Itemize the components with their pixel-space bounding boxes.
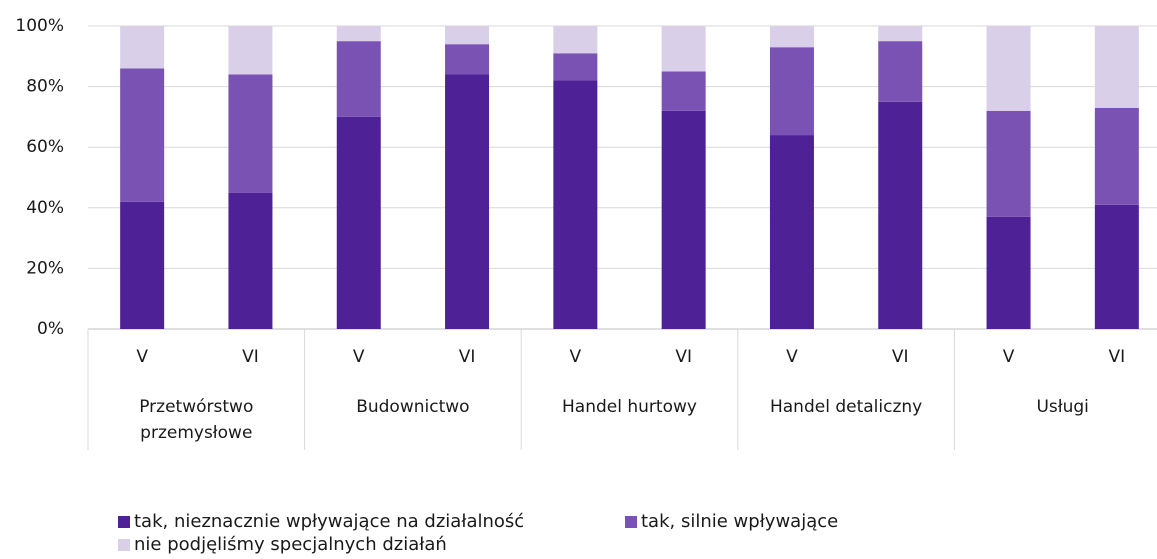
bar-segment (1094, 204, 1139, 329)
group-label: Usługi (1036, 397, 1089, 417)
x-tick-label: V (136, 347, 148, 367)
y-tick-label: 40% (26, 198, 64, 218)
legend-label: tak, nieznacznie wpływające na działalno… (134, 511, 524, 532)
bar-segment (336, 116, 381, 330)
bar-segment (120, 26, 165, 69)
group-label: Budownictwo (356, 397, 470, 417)
x-tick-label: VI (459, 347, 476, 367)
legend-swatch (118, 516, 130, 528)
bar-segment (120, 68, 165, 202)
bar-segment (228, 74, 273, 193)
bar-segment (553, 80, 598, 329)
bar-segment (120, 201, 165, 329)
bar-segment (445, 44, 490, 75)
legend-label: nie podjęliśmy specjalnych działań (134, 534, 447, 555)
y-tick-label: 60% (26, 137, 64, 157)
x-tick-label: VI (892, 347, 909, 367)
bar-segment (986, 216, 1031, 329)
bar-segment (661, 26, 706, 72)
x-tick-label: VI (675, 347, 692, 367)
bar-segment (553, 26, 598, 54)
bar-segment (986, 26, 1031, 111)
bar-segment (878, 101, 923, 329)
group-label: Przetwórstwo przemysłowe (139, 397, 254, 443)
y-tick-label: 100% (15, 16, 64, 36)
x-tick-label: V (353, 347, 365, 367)
x-tick-label: V (570, 347, 582, 367)
bar-segment (445, 26, 490, 45)
bar-segment (769, 47, 814, 136)
x-tick-label: V (786, 347, 798, 367)
bar-segment (878, 41, 923, 102)
bar-segment (769, 26, 814, 48)
bar-segment (661, 71, 706, 111)
bar-segment (661, 110, 706, 329)
bar-segment (336, 26, 381, 42)
y-tick-label: 0% (37, 319, 64, 339)
legend-swatch (118, 539, 130, 551)
y-tick-label: 80% (26, 77, 64, 97)
bar-segment (445, 74, 490, 329)
group-label: Handel detaliczny (769, 397, 923, 417)
bar-segment (228, 26, 273, 75)
legend-swatch (625, 516, 637, 528)
x-tick-label: V (1003, 347, 1015, 367)
group-label: Handel hurtowy (562, 397, 697, 417)
bar-segment (1094, 26, 1139, 108)
bar-segment (1094, 107, 1139, 205)
y-tick-label: 20% (26, 258, 64, 278)
bar-segment (336, 41, 381, 117)
bar-segment (986, 110, 1031, 217)
bar-segment (769, 135, 814, 329)
bar-segment (553, 53, 598, 81)
bar-segment (228, 192, 273, 329)
x-tick-label: VI (242, 347, 259, 367)
bar-segment (878, 26, 923, 42)
x-tick-label: VI (1109, 347, 1126, 367)
legend-label: tak, silnie wpływające (641, 511, 838, 532)
